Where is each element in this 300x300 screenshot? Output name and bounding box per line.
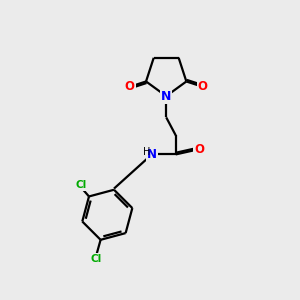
Text: N: N [161,90,171,103]
Text: N: N [147,148,157,161]
Text: Cl: Cl [75,180,87,190]
Text: O: O [198,80,208,93]
Text: H: H [142,147,150,157]
Text: O: O [194,143,204,157]
Text: O: O [125,80,135,93]
Text: Cl: Cl [91,254,102,264]
